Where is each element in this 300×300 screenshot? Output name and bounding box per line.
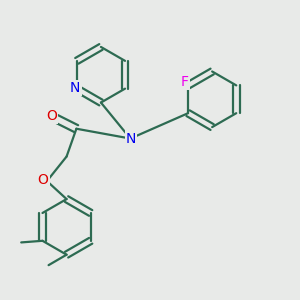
Text: N: N [126,131,136,146]
Text: F: F [181,75,189,89]
Text: O: O [38,173,49,187]
Text: O: O [46,109,57,123]
Text: N: N [70,81,80,95]
